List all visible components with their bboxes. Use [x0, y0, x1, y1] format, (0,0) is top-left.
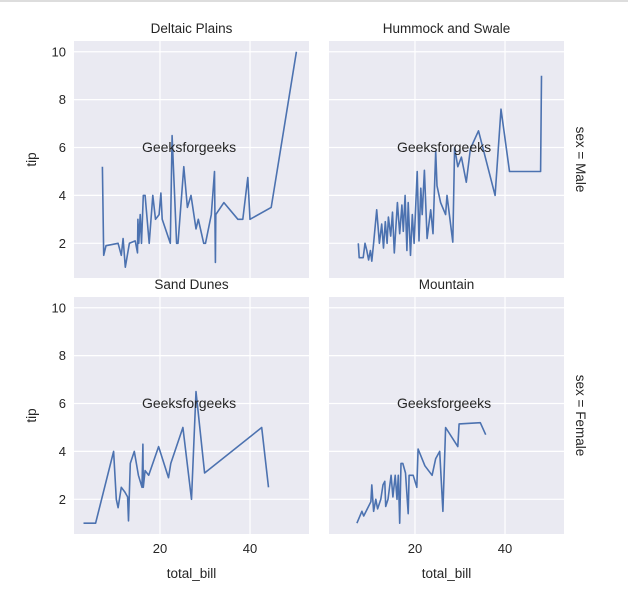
facet-panel-deltaic-plains: Geeksforgeeks Deltaic Plains 2 4 6 8 10 tip	[24, 21, 309, 278]
y-tick-label: 4	[59, 444, 66, 459]
x-tick-label: 40	[243, 541, 257, 556]
y-axis-label: tip	[24, 152, 39, 166]
y-tick-label: 6	[59, 140, 66, 155]
panel-title: Hummock and Swale	[383, 21, 511, 36]
annotation-text: Geeksforgeeks	[397, 139, 491, 155]
x-tick-label: 20	[153, 541, 167, 556]
panel-title: Deltaic Plains	[151, 21, 233, 36]
row-label: sex = Female	[573, 375, 588, 456]
y-tick-label: 8	[59, 348, 66, 363]
y-tick-label: 6	[59, 396, 66, 411]
annotation-text: Geeksforgeeks	[142, 395, 236, 411]
data-line	[83, 390, 270, 525]
annotation-text: Geeksforgeeks	[142, 139, 236, 155]
panel-background	[329, 297, 564, 534]
annotation-text: Geeksforgeeks	[397, 395, 491, 411]
facet-panel-sand-dunes: Geeksforgeeks Sand Dunes 2 4 6 8 10 tip 20 40 tota…	[24, 277, 309, 581]
y-tick-label: 4	[59, 188, 66, 203]
y-tick-label: 10	[52, 300, 66, 315]
y-axis-label: tip	[24, 408, 39, 422]
row-label: sex = Male	[573, 127, 588, 193]
panel-title: Sand Dunes	[154, 277, 229, 292]
panel-title: Mountain	[419, 277, 475, 292]
facet-panel-hummock-and-swale: Geeksforgeeks Hummock and Swale sex = Male	[329, 21, 588, 278]
x-tick-label: 20	[408, 541, 422, 556]
data-line	[101, 51, 298, 269]
y-tick-label: 2	[59, 236, 66, 251]
x-axis-label: total_bill	[167, 566, 217, 581]
y-tick-label: 8	[59, 92, 66, 107]
facet-panel-mountain: Geeksforgeeks Mountain sex = Female 20 40 tot…	[329, 277, 588, 581]
data-line	[357, 75, 543, 263]
y-tick-label: 10	[52, 44, 66, 59]
y-tick-label: 2	[59, 492, 66, 507]
data-line	[356, 421, 487, 525]
panel-background	[329, 41, 564, 278]
x-axis-label: total_bill	[422, 566, 472, 581]
panel-background	[74, 41, 309, 278]
x-tick-label: 40	[498, 541, 512, 556]
